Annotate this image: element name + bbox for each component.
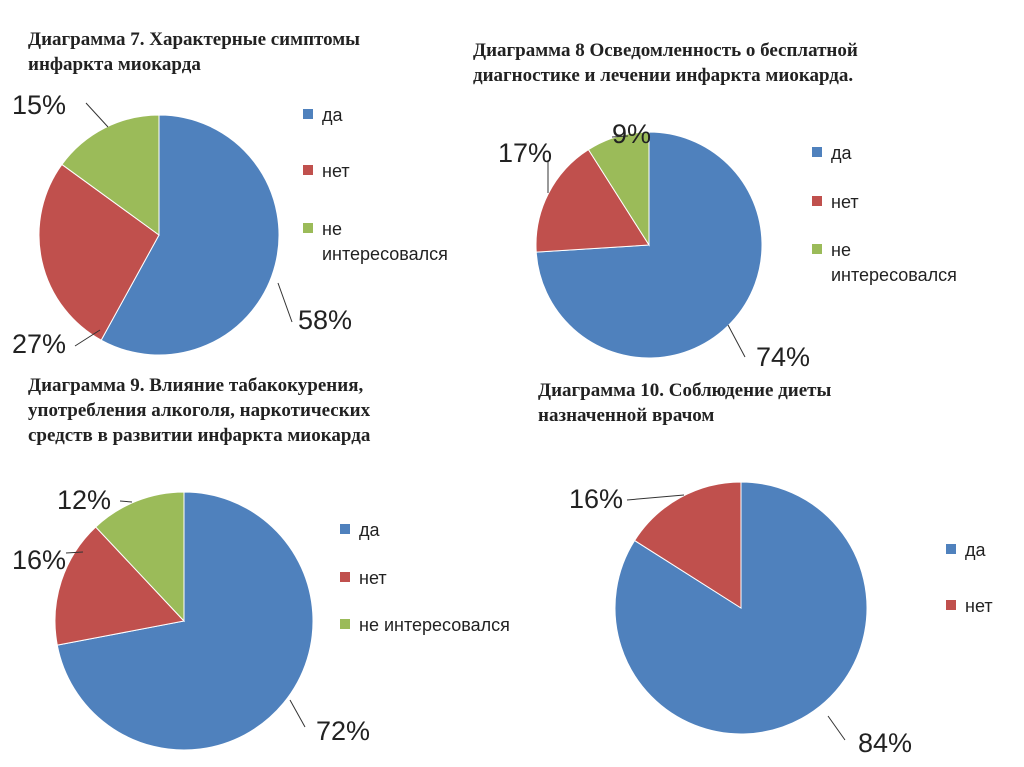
legend-item-net: нет: [812, 190, 859, 215]
legend-item-net: нет: [340, 566, 387, 591]
leader-line: [119, 500, 133, 503]
legend-label: нет: [359, 568, 387, 588]
data-label: 17%: [498, 138, 552, 168]
data-label: 15%: [12, 90, 66, 120]
legend-item-da: да: [340, 518, 380, 543]
pie-slice-да: [56, 491, 314, 751]
pie-slice-нет: [535, 148, 650, 253]
legend-swatch: [303, 109, 313, 119]
legend-swatch: [946, 544, 956, 554]
leader-line: [74, 329, 101, 347]
pie-slice-нет: [54, 526, 185, 646]
legend-item-ne-interesovalsya: не интересовался: [303, 217, 448, 267]
chart-title: Диаграмма 8 Осведомленность о бесплатной…: [473, 40, 858, 86]
legend-label: не интересовался: [359, 615, 510, 635]
legend-label: нет: [831, 192, 859, 212]
legend-item-net: нет: [946, 594, 993, 619]
leader-line: [277, 282, 293, 323]
leader-line: [727, 324, 746, 358]
pie-slice-не-интересовался: [61, 114, 160, 236]
legend-label: да: [359, 520, 380, 540]
data-label: 16%: [569, 484, 623, 514]
data-label: 16%: [12, 545, 66, 575]
legend-swatch: [812, 196, 822, 206]
legend-label: да: [831, 143, 852, 163]
leader-line: [611, 135, 629, 138]
pie-slice-не-интересовался: [94, 491, 185, 623]
pie-slice-да: [100, 114, 280, 356]
data-label: 84%: [858, 728, 912, 758]
legend-label: не интересовался: [322, 219, 448, 264]
legend-swatch: [303, 165, 313, 175]
chart-title: Диаграмма 7. Характерные симптомы инфарк…: [28, 29, 361, 75]
leader-line: [827, 715, 846, 741]
legend-swatch: [946, 600, 956, 610]
legend-swatch: [812, 147, 822, 157]
legend-label: не интересовался: [831, 240, 957, 285]
data-label: 58%: [298, 305, 352, 335]
legend-swatch: [340, 619, 350, 629]
legend-label: да: [322, 105, 343, 125]
data-label: 27%: [12, 329, 66, 359]
leader-line: [626, 494, 685, 501]
legend-label: нет: [965, 596, 993, 616]
pie-slice-нет: [633, 481, 742, 609]
legend-swatch: [340, 572, 350, 582]
legend-item-da: да: [303, 103, 343, 128]
data-label: 9%: [612, 119, 651, 149]
legend-item-ne-interesovalsya: не интересовался: [340, 613, 510, 638]
data-label: 74%: [756, 342, 810, 372]
chart-title: Диаграмма 10. Соблюдение диеты назначенн…: [538, 380, 832, 426]
legend-item-da: да: [946, 538, 986, 563]
pie-slice-нет: [38, 163, 160, 341]
legend-swatch: [340, 524, 350, 534]
legend-swatch: [812, 244, 822, 254]
leader-line: [289, 699, 306, 728]
leader-line: [65, 551, 84, 554]
legend-label: да: [965, 540, 986, 560]
leader-line: [85, 102, 109, 128]
legend-label: нет: [322, 161, 350, 181]
legend-item-ne-interesovalsya: не интересовался: [812, 238, 957, 288]
chart-title: Диаграмма 9. Влияние табакокурения, упот…: [28, 375, 371, 446]
data-label: 72%: [316, 716, 370, 746]
legend-swatch: [303, 223, 313, 233]
legend-item-da: да: [812, 141, 852, 166]
data-label: 12%: [57, 485, 111, 515]
legend-item-net: нет: [303, 159, 350, 184]
